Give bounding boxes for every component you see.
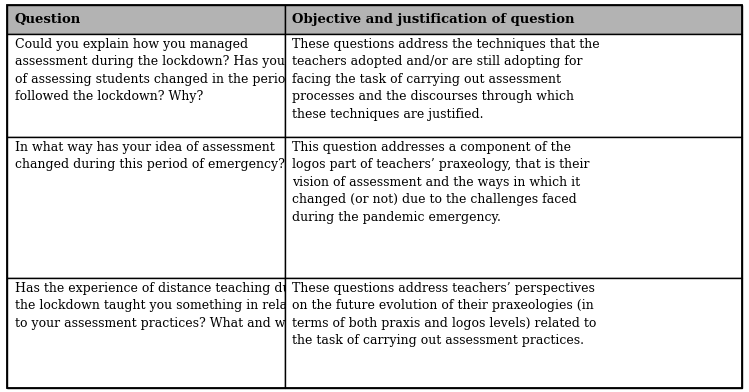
Bar <box>7 5 285 34</box>
Bar <box>285 34 742 136</box>
Text: Question: Question <box>15 13 81 26</box>
Text: In what way has your idea of assessment
changed during this period of emergency?: In what way has your idea of assessment … <box>15 140 285 171</box>
Text: Objective and justification of question: Objective and justification of question <box>292 13 575 26</box>
Text: Could you explain how you managed
assessment during the lockdown? Has your way
o: Could you explain how you managed assess… <box>15 38 323 103</box>
Text: These questions address the techniques that the
teachers adopted and/or are stil: These questions address the techniques t… <box>292 38 600 121</box>
Text: These questions address teachers’ perspectives
on the future evolution of their : These questions address teachers’ perspe… <box>292 281 597 347</box>
Bar <box>285 136 742 278</box>
Bar <box>285 278 742 388</box>
Bar <box>7 278 285 388</box>
Bar <box>7 34 285 136</box>
Bar <box>7 136 285 278</box>
Text: This question addresses a component of the
logos part of teachers’ praxeology, t: This question addresses a component of t… <box>292 140 590 223</box>
Bar <box>285 5 742 34</box>
Text: Has the experience of distance teaching during
the lockdown taught you something: Has the experience of distance teaching … <box>15 281 317 330</box>
